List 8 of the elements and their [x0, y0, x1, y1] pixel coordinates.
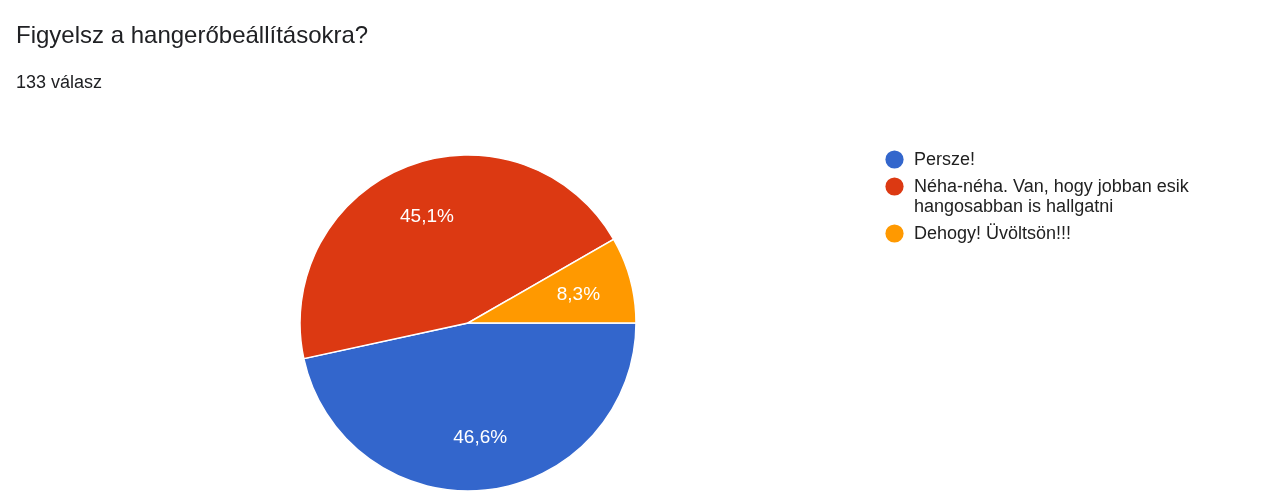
- data-label: 46,6%: [453, 425, 508, 447]
- data-label: 45,1%: [400, 205, 454, 227]
- text: 133 válasz: [16, 72, 103, 92]
- chart-title: Figyelsz a hangerőbeállításokra?: [16, 21, 369, 48]
- legend-label: Persze!: [914, 148, 976, 169]
- legend-label: Dehogy! Üvöltsön!!!: [914, 222, 1072, 243]
- data-label: 8,3%: [556, 282, 601, 304]
- legend-label: Néha-néha. Van, hogy jobban esik hangosabban is hallgatni: [914, 175, 1190, 216]
